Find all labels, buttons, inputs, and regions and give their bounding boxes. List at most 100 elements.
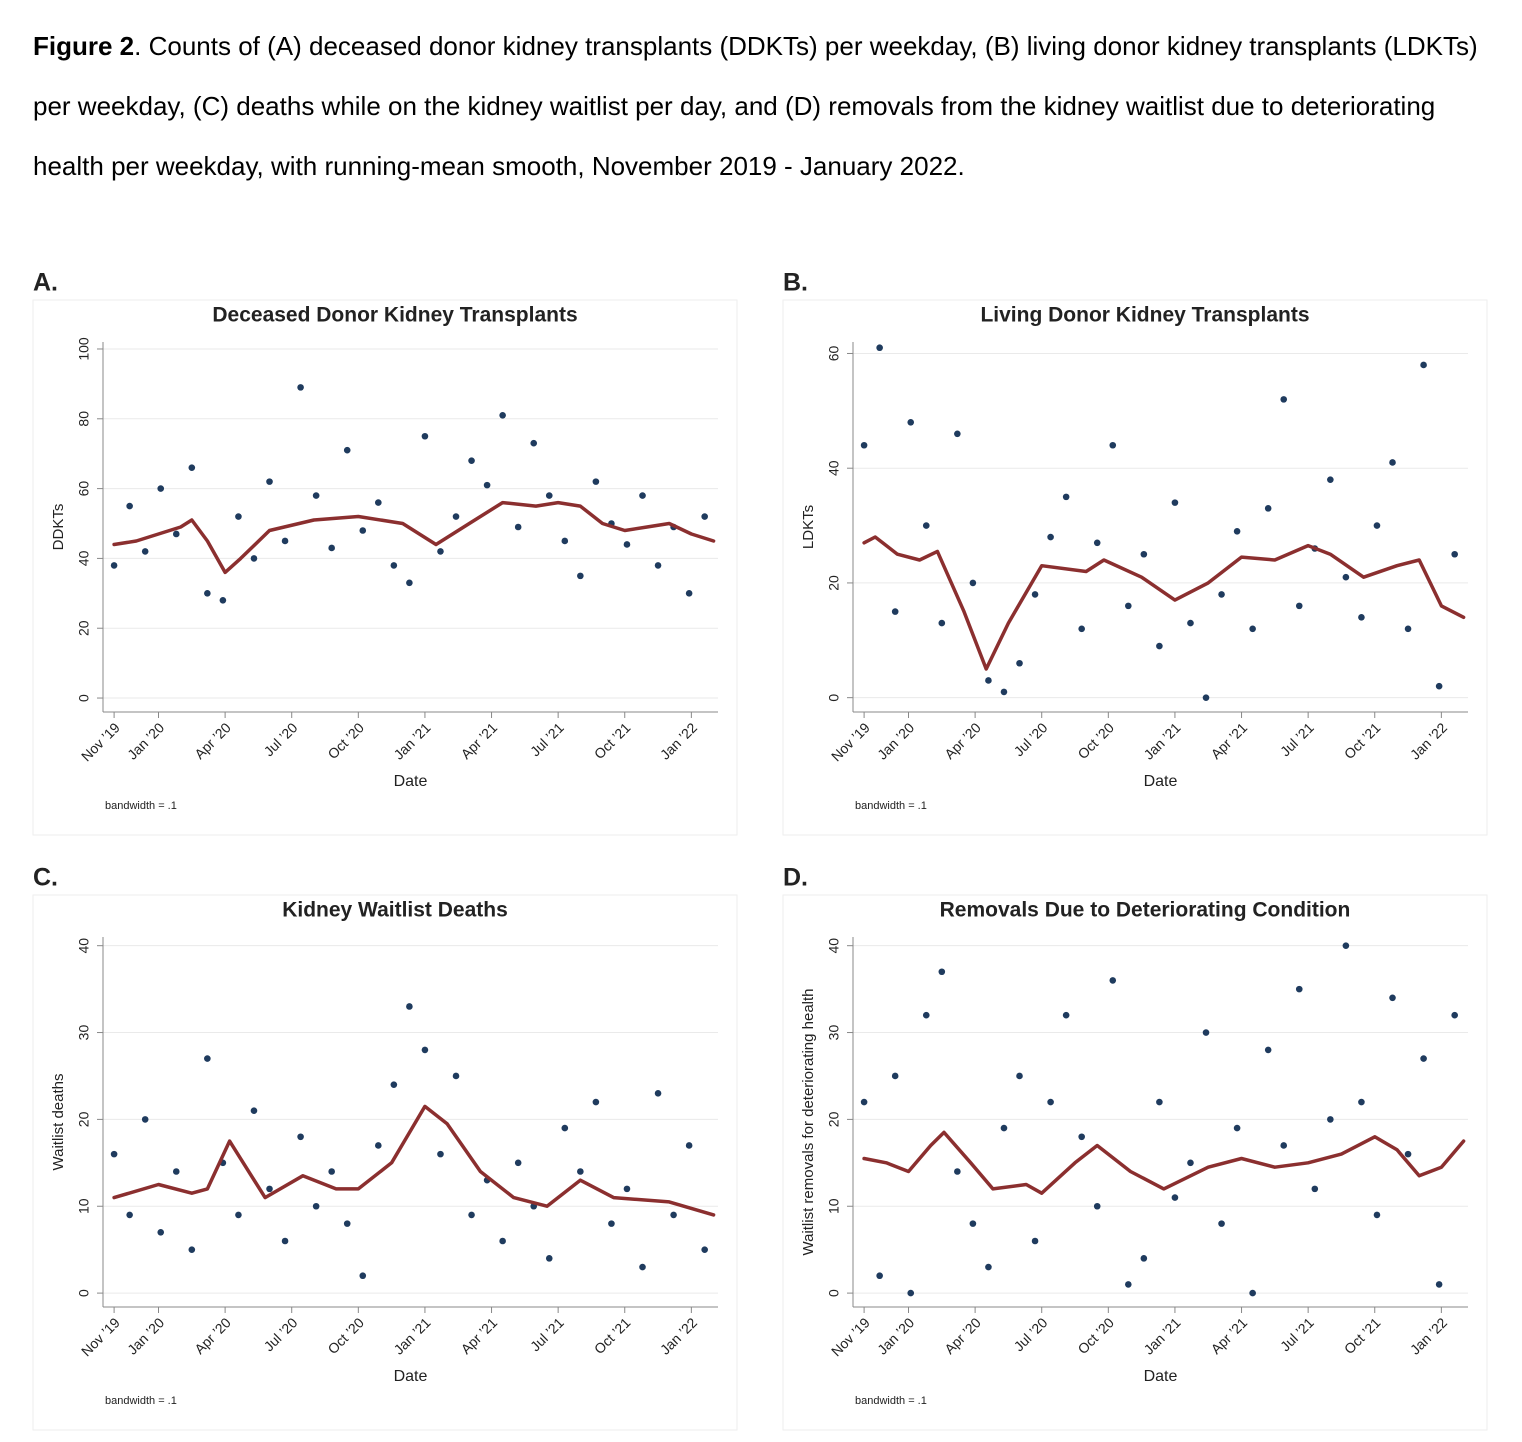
y-axis-label: LDKTs: [800, 505, 817, 549]
smooth-line: [112, 500, 716, 575]
point: [891, 1072, 899, 1080]
x-tick-label: Jan ’20: [874, 1314, 917, 1357]
point: [969, 1220, 977, 1227]
point: [608, 1220, 615, 1227]
point: [1202, 1029, 1210, 1036]
y-tick-label: 40: [826, 460, 842, 476]
x-tick-label: Oct ’21: [1341, 1314, 1384, 1357]
point: [938, 968, 946, 976]
point: [876, 1272, 883, 1280]
point: [654, 562, 662, 569]
note: bandwidth = .1: [105, 800, 177, 812]
point: [281, 537, 289, 545]
point: [1218, 1220, 1225, 1227]
point: [499, 412, 506, 419]
y-tick-label: 30: [826, 1025, 842, 1041]
point: [1373, 1211, 1381, 1219]
point: [922, 522, 930, 529]
chart-title: Deceased Donor Kidney Transplants: [212, 304, 577, 327]
point: [1280, 396, 1288, 403]
point: [468, 457, 475, 464]
point: [1109, 977, 1117, 984]
chart-title: Kidney Waitlist Deaths: [282, 899, 508, 922]
point: [235, 1211, 242, 1219]
point: [701, 513, 708, 520]
x-tick-label: Jan ’20: [124, 719, 167, 762]
point: [592, 1098, 600, 1106]
point: [1264, 1046, 1272, 1054]
x-tick-label: Jan ’22: [657, 1314, 700, 1357]
point: [172, 530, 180, 538]
point: [359, 1272, 367, 1280]
point: [639, 1263, 646, 1271]
point: [437, 548, 444, 555]
point: [1233, 1124, 1241, 1132]
note: bandwidth = .1: [855, 1395, 927, 1407]
point: [204, 590, 211, 597]
point: [1311, 1185, 1319, 1193]
x-tick-label: Oct ’21: [591, 1314, 634, 1357]
x-tick-label: Jan ’21: [1140, 719, 1183, 762]
point: [907, 419, 915, 426]
point: [1171, 1194, 1179, 1201]
point: [1047, 1098, 1054, 1106]
point: [954, 430, 961, 438]
point: [577, 1168, 584, 1175]
point: [172, 1168, 180, 1175]
chart-title: Living Donor Kidney Transplants: [980, 304, 1309, 327]
point: [577, 572, 584, 580]
x-tick-label: Jul ’21: [1277, 719, 1317, 759]
x-axis-label: Date: [394, 1368, 428, 1385]
x-tick-label: Jan ’21: [390, 1314, 433, 1357]
caption-label: Figure 2: [33, 31, 135, 61]
point: [297, 384, 304, 391]
panel-label: A.: [33, 269, 58, 297]
point: [1047, 533, 1054, 541]
point: [421, 1046, 429, 1054]
x-tick-label: Apr ’21: [458, 1314, 501, 1357]
x-tick-label: Jul ’21: [527, 1314, 567, 1354]
x-tick-label: Nov ’19: [78, 1314, 123, 1359]
x-tick-label: Jan ’22: [1407, 719, 1450, 762]
panel: B. Living Donor Kidney Transplants 0 20 40 60…: [782, 269, 1488, 836]
note: bandwidth = .1: [105, 1395, 177, 1407]
x-tick-label: Jan ’21: [1140, 1314, 1183, 1357]
point: [1358, 614, 1365, 621]
point: [312, 492, 320, 499]
panel-frame: [782, 299, 1488, 836]
point: [390, 562, 398, 569]
point: [343, 446, 351, 454]
point: [126, 1211, 133, 1219]
y-tick-label: 20: [76, 1111, 92, 1127]
point: [1342, 942, 1350, 949]
point: [297, 1133, 304, 1141]
x-tick-label: Oct ’20: [324, 719, 367, 762]
point: [266, 478, 273, 485]
y-tick-label: 20: [826, 1111, 842, 1127]
x-tick-label: Apr ’21: [1208, 719, 1251, 762]
point: [623, 1185, 631, 1193]
point: [1093, 539, 1101, 547]
x-tick-label: Oct ’21: [1341, 719, 1384, 762]
x-tick-label: Nov ’19: [828, 1314, 873, 1359]
point: [1435, 1281, 1443, 1288]
point: [1187, 619, 1194, 627]
y-tick-label: 0: [76, 694, 92, 702]
panel: A. Deceased Donor Kidney Transplants 0 20 40…: [32, 269, 738, 836]
smooth-line: [862, 1130, 1466, 1195]
y-axis-label: Waitlist removals for deteriorating heal…: [800, 988, 817, 1255]
point: [250, 1107, 258, 1115]
x-tick-label: Oct ’20: [1074, 719, 1117, 762]
point: [670, 1211, 677, 1219]
point: [1093, 1202, 1101, 1210]
y-tick-label: 100: [76, 337, 92, 361]
panel-frame: [782, 894, 1488, 1431]
y-tick-label: 0: [76, 1289, 92, 1297]
point: [876, 344, 883, 352]
point: [985, 677, 992, 684]
point: [188, 464, 196, 471]
point: [1420, 361, 1427, 369]
point: [1327, 1116, 1334, 1123]
point: [499, 1237, 506, 1245]
